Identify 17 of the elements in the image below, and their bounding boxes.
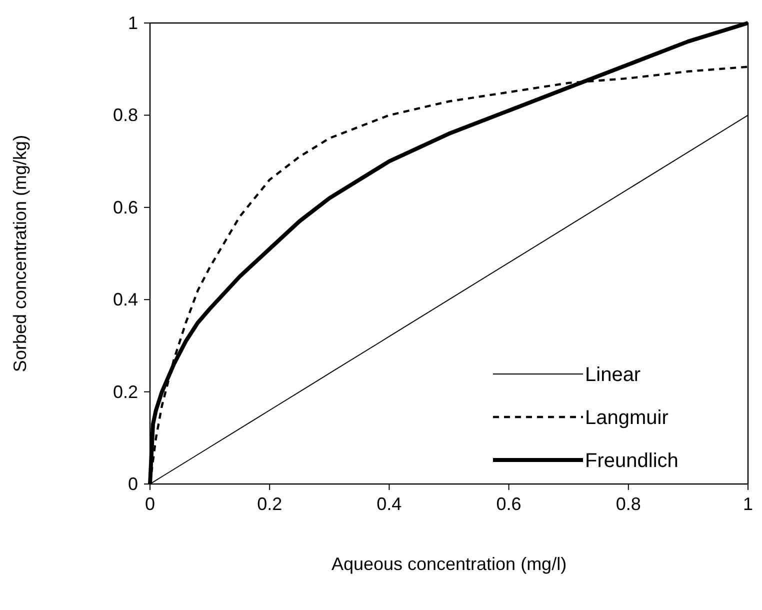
x-axis-title: Aqueous concentration (mg/l) — [331, 554, 567, 574]
x-tick-label: 0.8 — [616, 494, 641, 514]
x-tick-label: 0.2 — [257, 494, 282, 514]
x-tick-label: 0 — [144, 494, 156, 514]
x-tick-label: 1 — [742, 494, 754, 514]
x-tick-label: 0.6 — [496, 494, 522, 514]
y-tick-label: 0.4 — [112, 290, 138, 310]
y-tick-label: 0.2 — [112, 382, 138, 402]
y-tick-label: 1 — [128, 13, 138, 33]
legend-label: Freundlich — [585, 450, 678, 472]
y-tick-label: 0.8 — [112, 105, 138, 126]
legend-label: Linear — [585, 364, 641, 386]
y-axis-title: Sorbed concentration (mg/kg) — [10, 134, 30, 372]
x-tick-label: 0.4 — [376, 494, 402, 514]
y-tick-label: 0.6 — [112, 197, 138, 218]
y-tick-label: 0 — [128, 474, 138, 494]
legend-label: Langmuir — [585, 407, 669, 429]
